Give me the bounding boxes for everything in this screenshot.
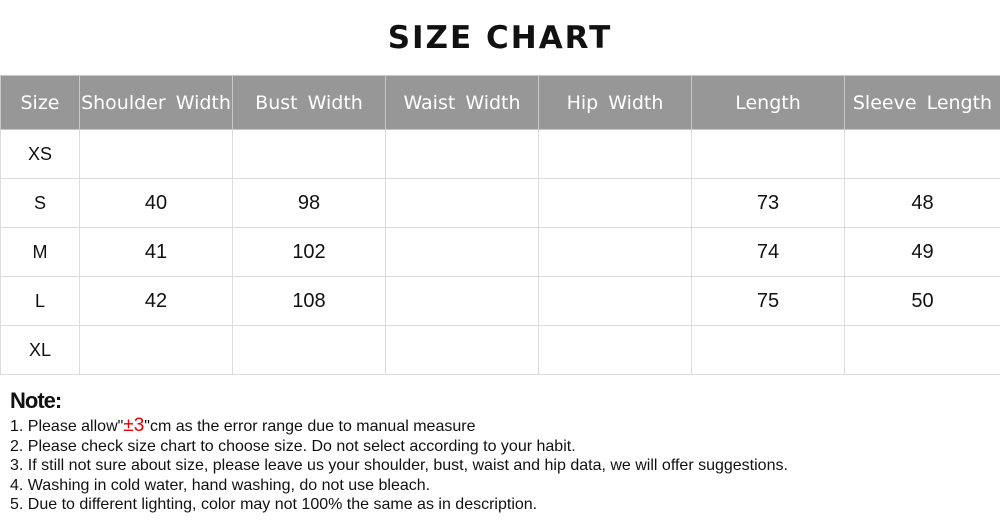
column-header: Shoulder Width (79, 75, 233, 130)
measurement-cell (385, 276, 539, 326)
table-row: XL (0, 325, 1000, 375)
note-text: "cm as the error range due to manual mea… (144, 418, 476, 435)
size-cell: XS (0, 129, 80, 179)
column-header: Bust Width (232, 75, 386, 130)
tolerance-highlight: ±3 (123, 415, 145, 436)
measurement-cell: 98 (232, 178, 386, 228)
note-item: 5. Due to different lighting, color may … (10, 496, 538, 513)
measurement-cell (691, 129, 845, 179)
size-cell: M (0, 227, 80, 277)
measurement-cell: 74 (691, 227, 845, 277)
measurement-cell: 42 (79, 276, 233, 326)
table-row: S 40 98 73 48 (0, 178, 1000, 228)
measurement-cell (79, 129, 233, 179)
measurement-cell (691, 325, 845, 375)
note-item: 3. If still not sure about size, please … (10, 457, 788, 474)
measurement-cell: 73 (691, 178, 845, 228)
measurement-cell (79, 325, 233, 375)
measurement-cell (232, 129, 386, 179)
column-header: Sleeve Length (844, 75, 1000, 130)
size-chart-table: Size Shoulder Width Bust Width Waist Width H… (0, 75, 1000, 375)
measurement-cell (844, 129, 1000, 179)
column-header: Hip Width (538, 75, 692, 130)
table-row: XS (0, 129, 1000, 179)
measurement-cell: 50 (844, 276, 1000, 326)
size-cell: S (0, 178, 80, 228)
column-header: Size (0, 75, 80, 130)
measurement-cell (844, 325, 1000, 375)
notes-title: Note: (10, 388, 62, 413)
measurement-cell: 108 (232, 276, 386, 326)
measurement-cell (538, 227, 692, 277)
measurement-cell (538, 129, 692, 179)
measurement-cell (385, 129, 539, 179)
measurement-cell: 40 (79, 178, 233, 228)
page-title: SIZE CHART (387, 20, 613, 56)
measurement-cell (385, 178, 539, 228)
table-row: M 41 102 74 49 (0, 227, 1000, 277)
note-item: 2. Please check size chart to choose siz… (10, 437, 576, 455)
table-row: L 42 108 75 50 (0, 276, 1000, 326)
measurement-cell: 102 (232, 227, 386, 277)
measurement-cell: 41 (79, 227, 233, 277)
notes-section: Note: 1. Please allow"±3"cm as the error… (10, 388, 788, 515)
column-header: Length (691, 75, 845, 130)
measurement-cell (385, 227, 539, 277)
note-item: 1. Please allow"±3"cm as the error range… (10, 416, 788, 437)
size-cell: XL (0, 325, 80, 375)
measurement-cell: 48 (844, 178, 1000, 228)
table-header-row: Size Shoulder Width Bust Width Waist Width H… (0, 75, 1000, 130)
note-text: 1. Please allow" (10, 418, 124, 435)
measurement-cell: 75 (691, 276, 845, 326)
measurement-cell (385, 325, 539, 375)
column-header: Waist Width (385, 75, 539, 130)
measurement-cell (538, 276, 692, 326)
measurement-cell (232, 325, 386, 375)
note-item: 4. Washing in cold water, hand washing, … (10, 476, 431, 494)
measurement-cell: 49 (844, 227, 1000, 277)
measurement-cell (538, 325, 692, 375)
measurement-cell (538, 178, 692, 228)
size-cell: L (0, 276, 80, 326)
